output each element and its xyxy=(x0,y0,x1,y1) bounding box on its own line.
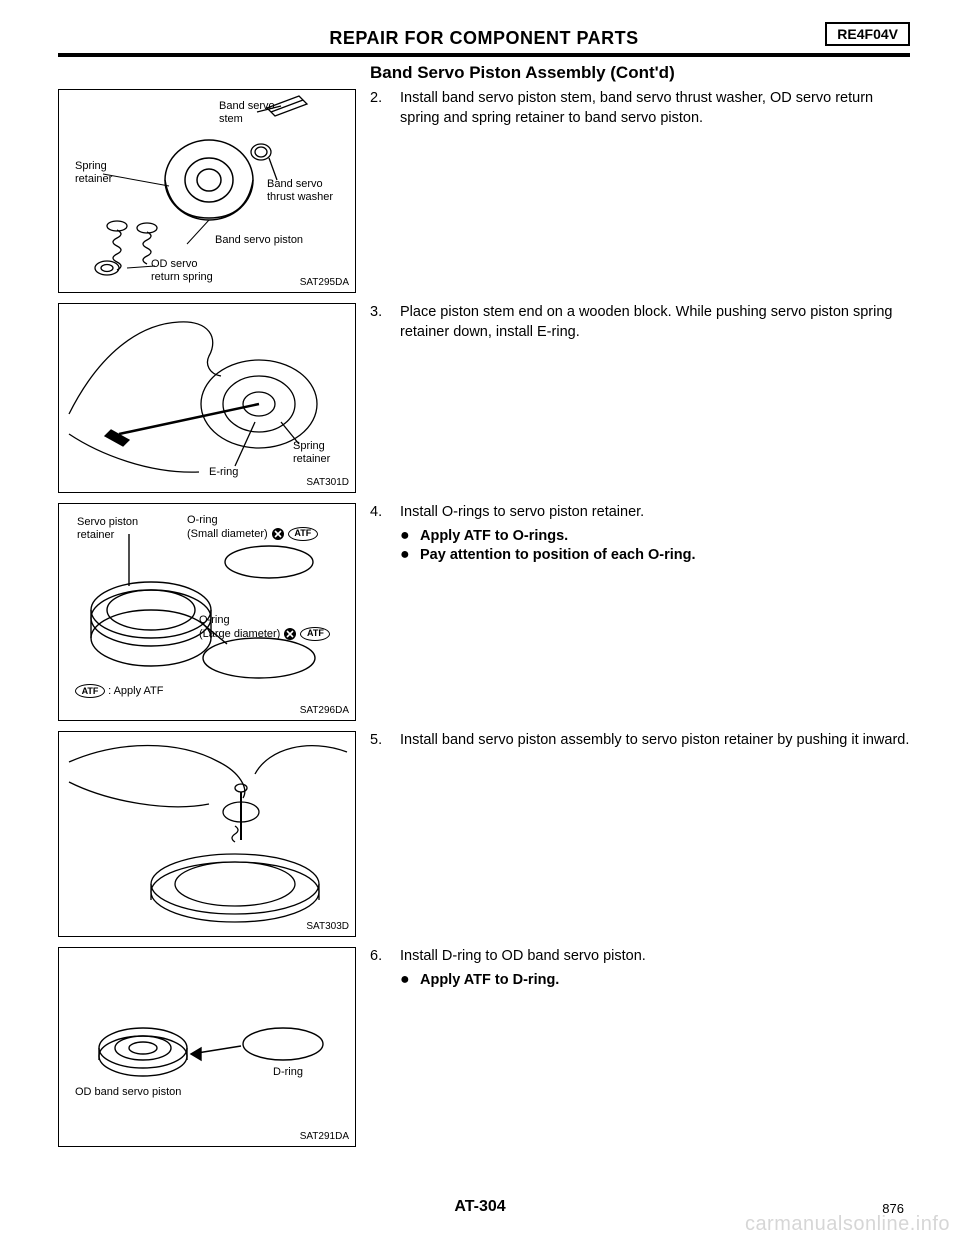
page-header: REPAIR FOR COMPONENT PARTS RE4F04V xyxy=(58,28,910,49)
manual-page: REPAIR FOR COMPONENT PARTS RE4F04V Band … xyxy=(0,0,960,1167)
atf-oval-icon: ATF xyxy=(75,684,105,698)
label-band-servo-stem: Band servo stem xyxy=(219,100,275,125)
label-spring-retainer-2: Spring retainer xyxy=(293,440,330,465)
section-title: Band Servo Piston Assembly (Cont'd) xyxy=(370,63,910,83)
atf-oval-icon: ATF xyxy=(300,627,330,641)
step-5-text: 5. Install band servo piston assembly to… xyxy=(370,731,910,937)
step-5-body: Install band servo piston assembly to se… xyxy=(400,731,910,751)
watermark: carmanualsonline.info xyxy=(745,1213,950,1236)
label-od-return-spring: OD servo return spring xyxy=(151,258,213,283)
bullet-icon: ● xyxy=(400,546,410,566)
step-3-body: Place piston stem end on a wooden block.… xyxy=(400,303,910,342)
figure-1: Band servo stem Spring retainer Band ser… xyxy=(58,89,356,293)
label-apply-atf: ATF : Apply ATF xyxy=(75,684,164,698)
figure-4-svg xyxy=(59,732,353,934)
row-step-3: Spring retainer E-ring SAT301D 3. Place … xyxy=(58,303,910,493)
step-4-text: 4. Install O-rings to servo piston retai… xyxy=(370,503,910,721)
atf-oval-icon: ATF xyxy=(288,527,318,541)
row-step-2: Band servo stem Spring retainer Band ser… xyxy=(58,89,910,293)
step-5-num: 5. xyxy=(370,731,388,751)
row-step-4: Servo piston retainer O-ring (Small diam… xyxy=(58,503,910,721)
figure-5-code: SAT291DA xyxy=(300,1131,349,1142)
label-band-servo-piston: Band servo piston xyxy=(215,234,303,247)
label-e-ring: E-ring xyxy=(209,466,238,479)
step-6-body: Install D-ring to OD band servo piston. xyxy=(400,947,910,967)
replace-icon xyxy=(283,627,297,641)
step-6-num: 6. xyxy=(370,947,388,967)
label-od-band-piston: OD band servo piston xyxy=(75,1086,181,1099)
step-2-num: 2. xyxy=(370,89,388,128)
step-4-b2: Pay attention to position of each O-ring… xyxy=(420,546,696,566)
row-step-5: SAT303D 5. Install band servo piston ass… xyxy=(58,731,910,937)
replace-icon xyxy=(271,527,285,541)
label-servo-piston-retainer: Servo piston retainer xyxy=(77,516,138,541)
label-oring-small: O-ring (Small diameter) ATF xyxy=(187,514,318,541)
label-oring-large: O-ring (Large diameter) ATF xyxy=(199,614,330,641)
figure-5: D-ring OD band servo piston SAT291DA xyxy=(58,947,356,1147)
header-title: REPAIR FOR COMPONENT PARTS xyxy=(58,28,910,49)
label-spring-retainer: Spring retainer xyxy=(75,160,112,185)
step-6-text: 6. Install D-ring to OD band servo pisto… xyxy=(370,947,910,1147)
figure-3-code: SAT296DA xyxy=(300,705,349,716)
step-3-text: 3. Place piston stem end on a wooden blo… xyxy=(370,303,910,493)
label-thrust-washer: Band servo thrust washer xyxy=(267,178,333,203)
step-6-b1: Apply ATF to D-ring. xyxy=(420,971,559,991)
model-code-box: RE4F04V xyxy=(825,22,910,46)
row-step-6: D-ring OD band servo piston SAT291DA 6. … xyxy=(58,947,910,1147)
figure-3: Servo piston retainer O-ring (Small diam… xyxy=(58,503,356,721)
bullet-icon: ● xyxy=(400,971,410,991)
figure-1-code: SAT295DA xyxy=(300,277,349,288)
figure-2: Spring retainer E-ring SAT301D xyxy=(58,303,356,493)
label-d-ring: D-ring xyxy=(273,1066,303,1079)
figure-2-code: SAT301D xyxy=(306,477,349,488)
step-2-text: 2. Install band servo piston stem, band … xyxy=(370,89,910,293)
figure-4-code: SAT303D xyxy=(306,921,349,932)
step-4-num: 4. xyxy=(370,503,388,523)
figure-4: SAT303D xyxy=(58,731,356,937)
header-rule xyxy=(58,53,910,57)
step-4-b1: Apply ATF to O-rings. xyxy=(420,527,568,547)
step-3-num: 3. xyxy=(370,303,388,342)
bullet-icon: ● xyxy=(400,527,410,547)
figure-5-svg xyxy=(59,948,353,1144)
step-2-body: Install band servo piston stem, band ser… xyxy=(400,89,910,128)
step-4-body: Install O-rings to servo piston retainer… xyxy=(400,503,910,523)
